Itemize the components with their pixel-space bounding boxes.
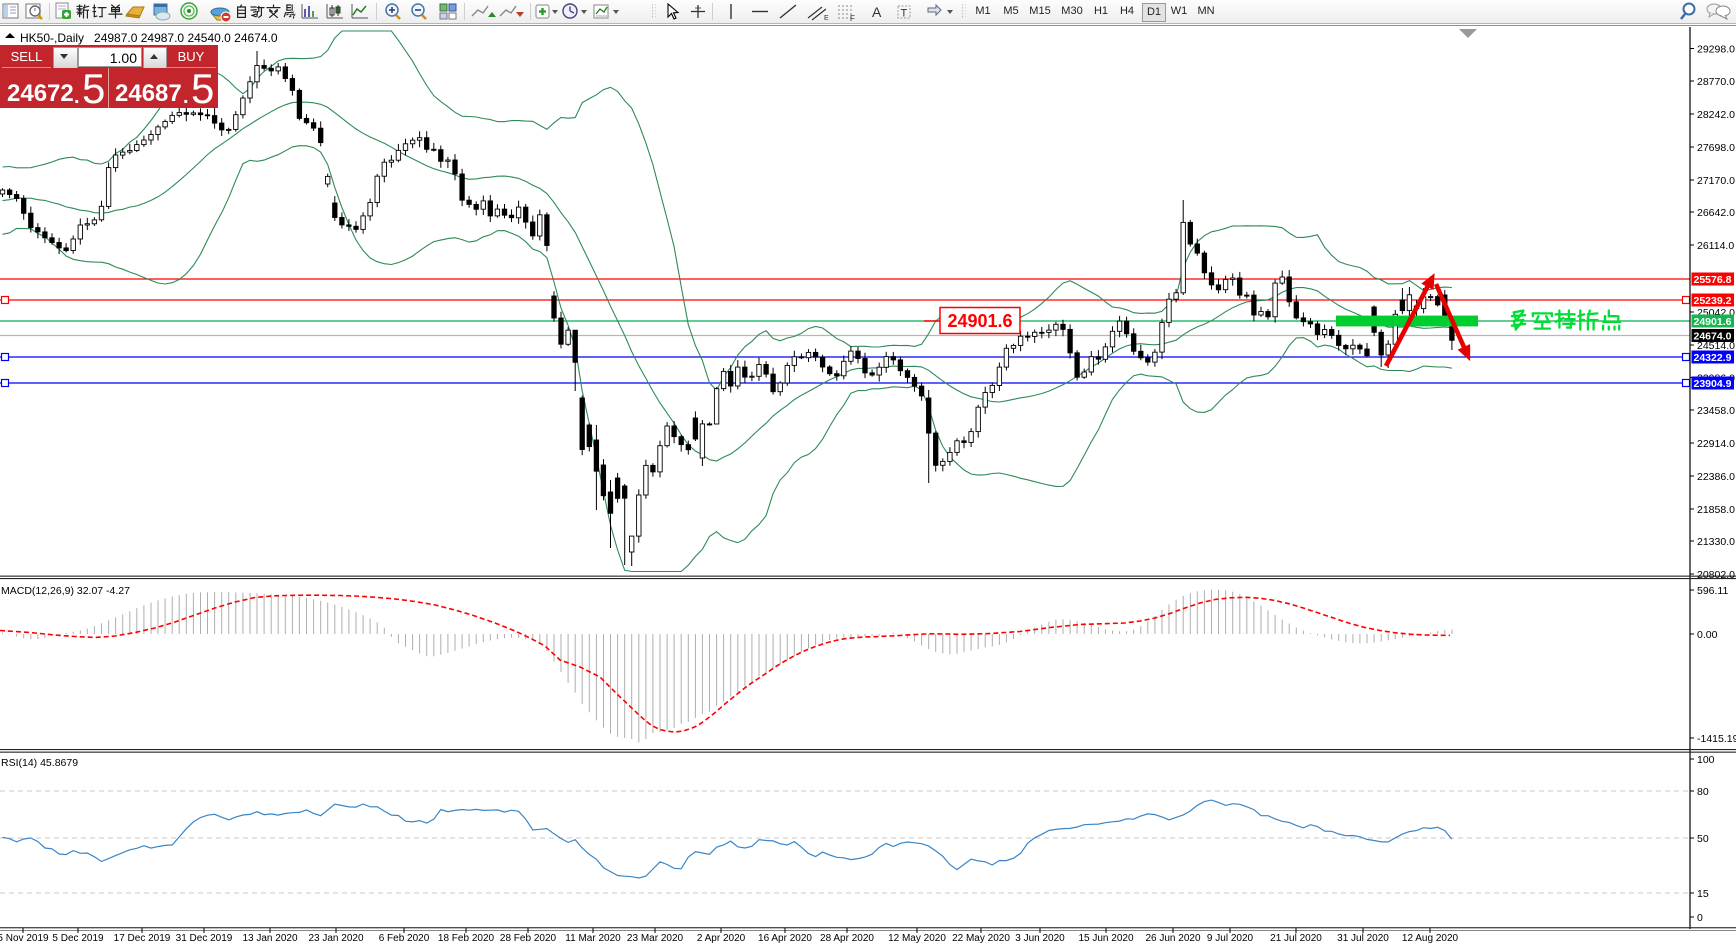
svg-text:25239.2: 25239.2 (1694, 295, 1732, 307)
svg-text:20802.0: 20802.0 (1697, 569, 1735, 581)
svg-text:80: 80 (1697, 786, 1709, 798)
svg-text:23 Mar 2020: 23 Mar 2020 (627, 933, 684, 944)
svg-text:23 Jan 2020: 23 Jan 2020 (308, 933, 363, 944)
svg-text:13 Jan 2020: 13 Jan 2020 (242, 933, 297, 944)
svg-text:26 Jun 2020: 26 Jun 2020 (1145, 933, 1200, 944)
svg-text:17 Dec 2019: 17 Dec 2019 (114, 933, 171, 944)
svg-text:18 Feb 2020: 18 Feb 2020 (438, 933, 495, 944)
svg-text:RSI(14) 45.8679: RSI(14) 45.8679 (1, 757, 78, 769)
svg-text:6 Feb 2020: 6 Feb 2020 (379, 933, 430, 944)
svg-text:21858.0: 21858.0 (1697, 504, 1735, 516)
svg-text:50: 50 (1697, 833, 1709, 845)
svg-text:T: T (901, 8, 908, 20)
svg-text:22 May 2020: 22 May 2020 (952, 933, 1010, 944)
svg-text:5 Nov 2019: 5 Nov 2019 (0, 933, 49, 944)
svg-text:100: 100 (1697, 754, 1715, 766)
svg-text:12 May 2020: 12 May 2020 (888, 933, 946, 944)
svg-text:HK50-,Daily 24987.0 24987.0: HK50-,Daily 24987.0 24987.0 24540.0 2467… (20, 31, 278, 45)
svg-text:24674.0: 24674.0 (1694, 331, 1732, 343)
svg-text:0.00: 0.00 (1697, 629, 1718, 641)
svg-text:596.11: 596.11 (1697, 585, 1728, 597)
svg-text:28242.0: 28242.0 (1697, 109, 1735, 121)
svg-text:11 Mar 2020: 11 Mar 2020 (565, 933, 621, 944)
svg-text:22914.0: 22914.0 (1697, 438, 1735, 450)
svg-text:24901.6: 24901.6 (1694, 316, 1732, 328)
svg-text:27170.0: 27170.0 (1697, 175, 1735, 187)
svg-text:24322.9: 24322.9 (1694, 352, 1732, 364)
svg-text:12 Aug 2020: 12 Aug 2020 (1402, 933, 1459, 944)
svg-text:-1415.19: -1415.19 (1697, 733, 1736, 745)
svg-text:28 Feb 2020: 28 Feb 2020 (500, 933, 557, 944)
svg-text:26642.0: 26642.0 (1697, 207, 1735, 219)
svg-text:5 Dec 2019: 5 Dec 2019 (52, 933, 104, 944)
svg-text:16 Apr 2020: 16 Apr 2020 (758, 933, 812, 944)
svg-text:2 Apr 2020: 2 Apr 2020 (697, 933, 746, 944)
svg-text:21330.0: 21330.0 (1697, 536, 1735, 548)
svg-text:9 Jul 2020: 9 Jul 2020 (1207, 933, 1254, 944)
svg-text:31 Dec 2019: 31 Dec 2019 (176, 933, 233, 944)
svg-text:24901.6: 24901.6 (947, 311, 1012, 331)
svg-text:22386.0: 22386.0 (1697, 471, 1735, 483)
svg-text:31 Jul 2020: 31 Jul 2020 (1337, 933, 1389, 944)
svg-text:15: 15 (1697, 888, 1709, 900)
svg-text:23904.9: 23904.9 (1694, 378, 1732, 390)
svg-text:15 Jun 2020: 15 Jun 2020 (1078, 933, 1133, 944)
svg-text:28770.0: 28770.0 (1697, 76, 1735, 88)
svg-text:26114.0: 26114.0 (1697, 240, 1734, 252)
svg-text:MACD(12,26,9) 32.07 -4.27: MACD(12,26,9) 32.07 -4.27 (1, 585, 130, 597)
svg-text:28 Apr 2020: 28 Apr 2020 (820, 933, 874, 944)
svg-text:21 Jul 2020: 21 Jul 2020 (1270, 933, 1322, 944)
svg-text:3 Jun 2020: 3 Jun 2020 (1015, 933, 1065, 944)
svg-text:A: A (872, 4, 882, 20)
svg-text:F: F (850, 14, 855, 23)
svg-text:0: 0 (1697, 912, 1703, 924)
svg-text:24514.0: 24514.0 (1697, 340, 1735, 352)
svg-text:25576.8: 25576.8 (1694, 274, 1732, 286)
svg-text:E: E (824, 15, 829, 22)
svg-text:29298.0: 29298.0 (1697, 44, 1735, 56)
svg-text:27698.0: 27698.0 (1697, 142, 1735, 154)
svg-text:23458.0: 23458.0 (1697, 405, 1735, 417)
